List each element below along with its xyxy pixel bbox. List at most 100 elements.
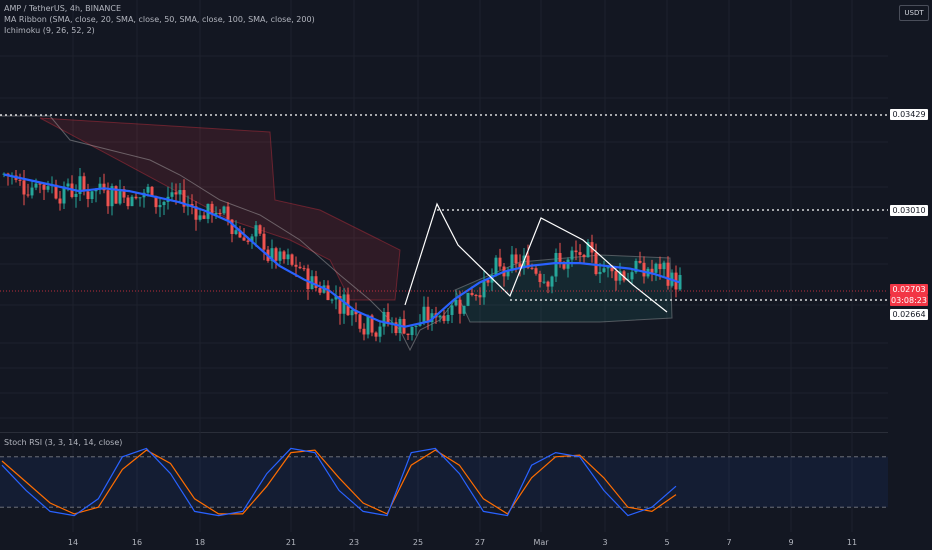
time-axis-label: Mar — [533, 538, 549, 547]
ichimoku-legend[interactable]: Ichimoku (9, 26, 52, 2) — [4, 26, 95, 35]
price-tag-mid: 0.03010 — [890, 205, 928, 216]
candle-body — [642, 262, 646, 277]
currency-badge[interactable]: USDT — [899, 5, 929, 21]
candle-body — [598, 271, 602, 275]
candle-body — [86, 191, 90, 200]
candle-body — [246, 240, 250, 242]
candle-body — [58, 198, 62, 204]
symbol-legend[interactable]: AMP / TetherUS, 4h, BINANCE MA Ribbon (S… — [4, 3, 315, 36]
candle-body — [662, 262, 666, 270]
candle-body — [594, 252, 598, 275]
candle-body — [126, 197, 130, 207]
candle-body — [386, 312, 390, 324]
candle-body — [578, 252, 582, 255]
candle-body — [574, 250, 578, 253]
candle-body — [218, 212, 222, 214]
candle-body — [338, 296, 342, 314]
stoch-d-line — [1, 449, 677, 515]
candle-body — [614, 271, 618, 281]
candle-body — [486, 280, 490, 283]
candle-body — [546, 281, 550, 287]
candle-body — [326, 285, 330, 301]
candle-body — [198, 215, 202, 220]
candle-body — [510, 254, 514, 271]
candle-body — [570, 250, 574, 260]
time-axis-label: 3 — [602, 538, 607, 547]
time-axis-label: 14 — [68, 538, 78, 547]
time-axis-label: 21 — [286, 538, 296, 547]
candle-body — [354, 310, 358, 315]
stoch-rsi-panel[interactable]: 80.0040.000.00 — [0, 432, 888, 532]
stoch-k-line — [1, 447, 677, 517]
candle-body — [242, 237, 246, 241]
time-axis[interactable]: 14 16 18 21 23 25 27 Mar 3 5 7 9 11 — [0, 532, 888, 550]
candle-body — [610, 267, 614, 272]
candle-body — [158, 205, 162, 208]
stoch-band — [0, 456, 888, 508]
candle-body — [562, 261, 566, 269]
stoch-rsi-legend[interactable]: Stoch RSI (3, 3, 14, 14, close) — [4, 438, 123, 447]
candle-body — [422, 306, 426, 323]
candle-body — [554, 252, 558, 277]
candle-body — [270, 248, 274, 261]
price-tag-current: 0.02703 — [890, 284, 928, 295]
candle-body — [306, 268, 310, 290]
candle-body — [74, 193, 78, 197]
candle-body — [294, 264, 298, 267]
candle-body — [334, 296, 338, 300]
candle-body — [438, 315, 442, 318]
candle-body — [286, 254, 290, 260]
candle-body — [182, 190, 186, 207]
candle-body — [2, 173, 6, 175]
candle-body — [586, 242, 590, 258]
pattern-drawing — [404, 202, 668, 313]
candle-body — [450, 305, 454, 315]
candle-body — [518, 263, 522, 269]
candle-body — [38, 183, 42, 185]
candle-body — [282, 251, 286, 260]
candle-body — [414, 325, 418, 327]
candle-body — [230, 219, 234, 235]
candle-body — [258, 225, 262, 234]
candle-body — [234, 230, 238, 235]
candle-body — [350, 310, 354, 316]
candle-body — [178, 190, 182, 195]
candle-body — [370, 315, 374, 333]
candle-body — [494, 257, 498, 275]
candle-body — [458, 299, 462, 314]
candle-body — [90, 191, 94, 200]
time-axis-label: 23 — [349, 538, 359, 547]
candle-body — [102, 183, 106, 191]
candle-body — [238, 230, 242, 238]
candle-body — [154, 195, 158, 208]
candle-body — [250, 236, 254, 242]
candle-body — [534, 268, 538, 274]
candle-body — [382, 312, 386, 327]
candle-body — [666, 262, 670, 286]
candle-body — [478, 295, 482, 298]
candle-body — [314, 276, 318, 288]
candle-body — [202, 215, 206, 219]
candle-body — [358, 314, 362, 329]
candle-body — [278, 251, 282, 261]
candle-body — [42, 184, 46, 190]
candle-body — [470, 292, 474, 296]
candle-body — [526, 255, 530, 268]
candle-body — [410, 326, 414, 336]
time-axis-label: 16 — [132, 538, 142, 547]
candle-body — [114, 186, 118, 204]
candle-body — [558, 252, 562, 262]
candle-body — [330, 299, 334, 301]
candle-body — [110, 186, 114, 207]
candle-body — [582, 254, 586, 258]
candle-body — [302, 268, 306, 270]
ma-ribbon-legend[interactable]: MA Ribbon (SMA, close, 20, SMA, close, 5… — [4, 15, 315, 24]
price-chart[interactable]: 0.037000.035000.033000.031000.029000.028… — [0, 0, 888, 432]
candle-body — [462, 305, 466, 314]
price-tag-upper: 0.03429 — [890, 109, 928, 120]
candle-body — [122, 189, 126, 198]
candle-body — [194, 206, 198, 220]
candle-body — [318, 287, 322, 293]
candle-body — [602, 268, 606, 272]
candle-body — [426, 306, 430, 323]
